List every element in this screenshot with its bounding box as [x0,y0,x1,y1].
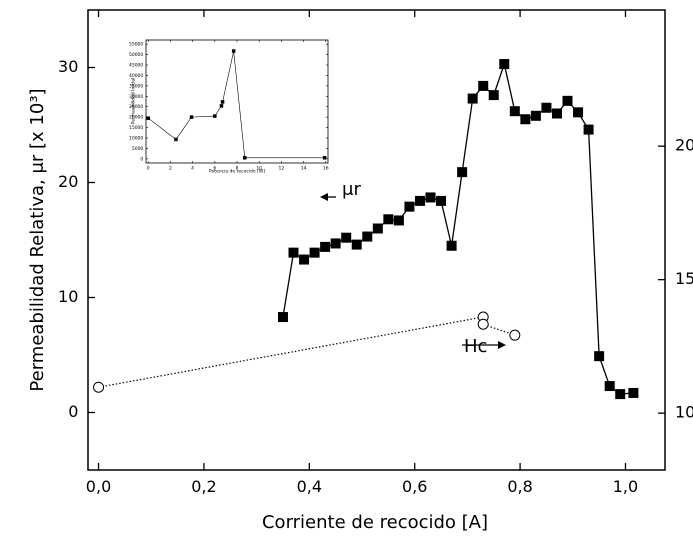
marker [219,104,224,108]
marker [213,114,217,118]
marker [499,59,510,70]
x-tick-label: 2 [169,165,172,171]
marker [383,214,394,225]
y-tick-label: 40000 [129,73,143,79]
y-tick-label: 5000 [132,146,144,152]
y-tick-label: 35000 [129,83,143,89]
marker [615,389,626,400]
x-axis-label: Corriente de recocido [A] [262,512,488,533]
y-tick-label: 20 [58,172,78,191]
marker [299,254,310,265]
y-tick-label: 0 [68,402,78,421]
y2-tick-label: 15 [675,269,693,288]
marker [330,238,341,249]
marker [414,195,425,206]
x-tick-label: 4 [191,165,194,171]
x-tick-label: 12 [279,165,285,171]
marker [551,108,562,119]
marker [509,106,520,117]
y-tick-label: 30 [58,57,78,76]
marker [220,100,225,104]
plot-frame [87,9,666,471]
x-tick-label: 0,6 [402,477,427,496]
x-axis-label: Potencia de recocido [W] [209,169,265,175]
marker [309,247,320,258]
marker [146,116,150,120]
marker [372,223,383,234]
x-tick-label: 16 [323,165,329,171]
marker [488,90,499,101]
marker [425,192,436,203]
y2-tick-label: 10 [675,403,693,422]
x-tick-label: 1,0 [613,477,638,496]
marker [520,114,531,125]
arrow-head [498,341,506,349]
marker [594,351,605,362]
y-tick-label: 30000 [129,94,143,100]
y-tick-label: 10000 [129,135,143,141]
x-tick-label: 8 [236,165,239,171]
marker [189,115,194,119]
marker [446,240,457,251]
x-tick-label: 0,2 [191,477,216,496]
marker [604,381,615,392]
marker [351,239,362,250]
y-tick-label: 15000 [129,125,143,131]
marker [93,381,105,393]
marker [509,329,521,341]
y-axis-label: Permeabilidad Relativa, μr [x 10³] [27,88,48,391]
marker [243,156,247,160]
arrow-head [320,193,328,201]
marker [467,93,478,104]
marker [530,110,541,121]
marker [174,137,178,142]
x-tick-label: 0,8 [507,477,532,496]
y2-tick-label: 20 [675,136,693,155]
marker [231,49,236,53]
y-tick-label: 10 [58,287,78,306]
annotation: Hc [464,336,487,357]
marker [477,318,489,330]
marker [277,312,288,323]
marker [457,167,468,178]
series-line [98,316,516,388]
marker [628,387,639,398]
marker [583,124,594,135]
y-axis-label: Permeabilidad Inicial [131,78,137,125]
x-tick-label: 10 [256,165,262,171]
marker [393,215,404,226]
marker [478,80,489,91]
marker [341,232,352,243]
marker [562,95,573,106]
marker [436,195,447,206]
x-tick-label: 0 [147,165,150,171]
x-tick-label: 0,4 [297,477,322,496]
marker [404,201,415,212]
x-tick-label: 14 [301,165,307,171]
y-tick-label: 50000 [129,52,143,58]
plot-frame [145,39,329,164]
marker [573,107,584,118]
marker [320,241,331,252]
marker [288,247,299,258]
x-tick-label: 0,0 [86,477,111,496]
annotation: μr [342,179,361,200]
marker [541,102,552,113]
y-tick-label: 55000 [129,42,143,48]
series-line [282,61,634,395]
marker [362,231,373,242]
marker [322,156,327,160]
y-tick-label: 45000 [129,63,143,69]
y-tick-label: 0 [140,156,143,162]
y-tick-label: 25000 [129,104,143,110]
y-tick-label: 20000 [129,115,143,121]
x-tick-label: 6 [213,165,216,171]
